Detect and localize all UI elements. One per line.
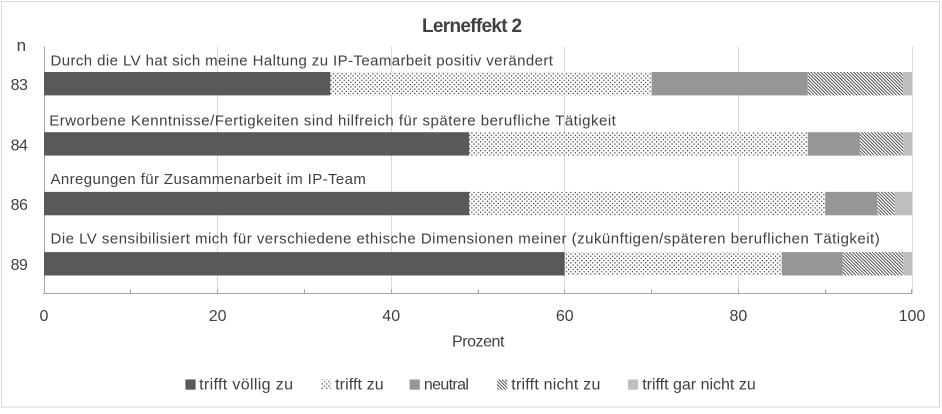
svg-text:neutral: neutral [424, 377, 468, 394]
svg-text:Durch die LV hat sich meine Ha: Durch die LV hat sich meine Haltung zu I… [51, 52, 554, 69]
svg-text:trifft nicht zu: trifft nicht zu [511, 377, 600, 394]
svg-text:20: 20 [209, 308, 227, 325]
svg-text:Prozent: Prozent [452, 334, 505, 351]
svg-text:84: 84 [11, 137, 28, 154]
svg-text:Lerneffekt 2: Lerneffekt 2 [422, 16, 521, 37]
svg-text:89: 89 [11, 257, 28, 274]
svg-text:trifft völlig zu: trifft völlig zu [199, 377, 293, 394]
svg-text:Die LV sensibilisiert mich für: Die LV sensibilisiert mich für verschied… [51, 230, 881, 247]
svg-text:trifft zu: trifft zu [335, 377, 384, 394]
svg-text:n: n [17, 36, 26, 55]
svg-text:60: 60 [556, 308, 574, 325]
svg-text:Anregungen für Zusammenarbeit: Anregungen für Zusammenarbeit im IP-Team [51, 171, 367, 188]
svg-text:0: 0 [40, 308, 49, 325]
svg-text:Erworbene Kenntnisse/Fertigkei: Erworbene Kenntnisse/Fertigkeiten sind h… [49, 113, 616, 130]
svg-text:83: 83 [11, 77, 28, 94]
svg-text:trifft gar nicht zu: trifft gar nicht zu [642, 377, 756, 394]
svg-text:86: 86 [11, 197, 28, 214]
svg-text:80: 80 [730, 308, 748, 325]
svg-text:100: 100 [899, 308, 926, 325]
svg-text:40: 40 [382, 308, 400, 325]
